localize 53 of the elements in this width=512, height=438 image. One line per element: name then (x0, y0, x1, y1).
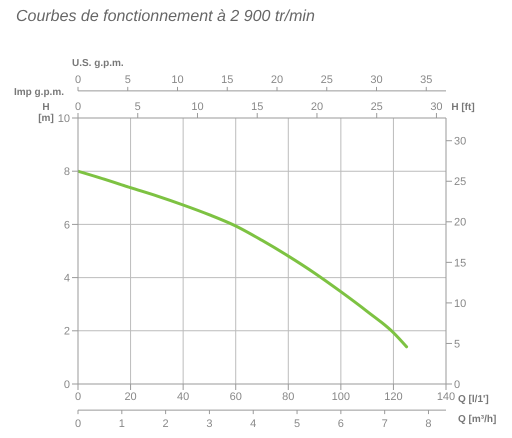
text: 3 (206, 418, 212, 430)
y2-tick-label: 10 (454, 298, 466, 310)
text: Q [m³/h] (458, 414, 496, 425)
y-axis-title: H [m] (37, 102, 55, 124)
text: 2 (162, 418, 169, 430)
y-tick-label: 8 (64, 166, 70, 178)
text: 8 (425, 418, 432, 430)
text: 4 (250, 418, 256, 430)
x-tick-label: 20 (124, 390, 137, 403)
x-tick-label: 100 (332, 390, 350, 403)
x-tick-label: 120 (384, 390, 403, 403)
x2-tick-label: 20 (310, 101, 324, 113)
x-tick-label: 140 (436, 390, 456, 403)
text: 6 (338, 418, 344, 430)
text: 7 (382, 418, 388, 430)
x2-tick-label: 25 (370, 101, 383, 113)
x-tick-label: 40 (177, 390, 190, 403)
x2-tick-label: 15 (251, 101, 264, 113)
x-tick-label: 60 (230, 390, 242, 403)
x2-axis-title: Imp g.p.m. (14, 87, 64, 98)
text: U.S. g.p.m. (72, 58, 124, 69)
text: 0 (74, 74, 82, 86)
y-tick-label: 2 (64, 326, 70, 338)
text: 10 (171, 74, 184, 86)
x-axis-title: Q [l/1'] (458, 394, 489, 405)
text: 0 (74, 418, 82, 430)
x-tick-label: 80 (282, 390, 294, 403)
y-tick-label: 6 (64, 219, 70, 232)
y2-tick-label: 30 (454, 136, 466, 148)
text: 1 (118, 418, 125, 430)
text: 25 (320, 74, 333, 86)
y2-tick-label: 0 (454, 378, 460, 391)
y2-tick-label: 25 (454, 176, 466, 188)
text: 20 (270, 74, 284, 86)
text: 35 (420, 74, 432, 86)
chart-title: Courbes de fonctionnement à 2 900 tr/min (16, 8, 315, 26)
x2-tick-label: 5 (134, 101, 141, 113)
y-tick-label: 10 (58, 112, 70, 125)
x2-tick-label: 10 (191, 101, 204, 113)
y2-tick-label: 20 (454, 216, 466, 229)
line-series (78, 170, 408, 348)
x2-tick-label: 30 (430, 101, 443, 113)
y-tick-label: 4 (64, 272, 70, 285)
text: 30 (370, 74, 383, 86)
x2-tick-label: 0 (74, 101, 82, 113)
text: 5 (124, 74, 131, 86)
y-tick-label: 0 (64, 378, 70, 391)
y2-tick-label: 5 (454, 338, 460, 350)
text: 15 (221, 74, 234, 86)
y2-tick-label: 15 (454, 257, 466, 270)
x-tick-label: 0 (74, 390, 82, 403)
text: 5 (294, 418, 300, 430)
y2-axis-title: H [ft] (450, 102, 476, 113)
